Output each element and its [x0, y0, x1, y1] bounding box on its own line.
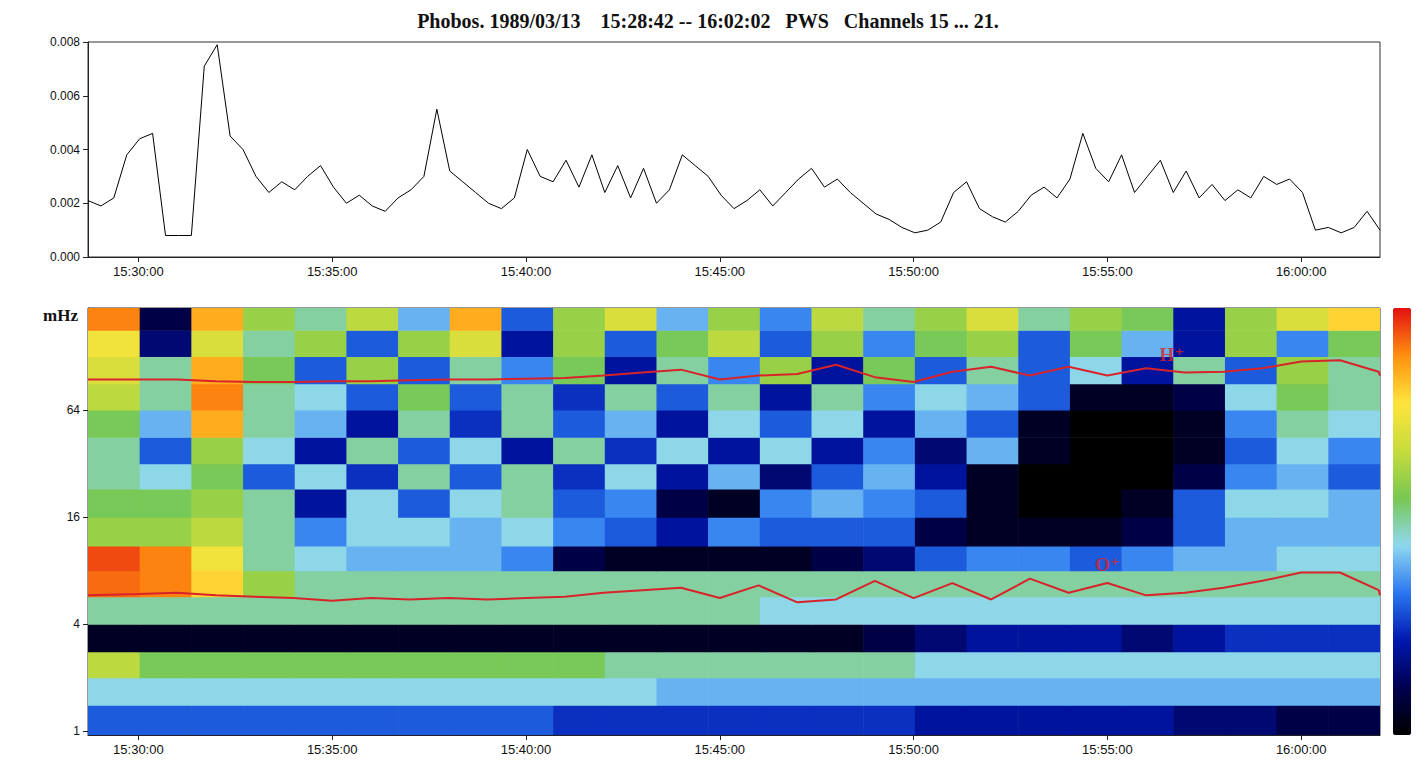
svg-text:15:55:00: 15:55:00 [1082, 742, 1133, 757]
svg-text:mHz: mHz [43, 306, 78, 325]
svg-text:15:50:00: 15:50:00 [888, 264, 939, 279]
svg-text:0.006: 0.006 [50, 89, 80, 103]
svg-text:15:30:00: 15:30:00 [113, 742, 164, 757]
svg-text:16:00:00: 16:00:00 [1276, 264, 1327, 279]
svg-text:O⁺: O⁺ [1095, 554, 1120, 575]
svg-text:1: 1 [73, 724, 80, 738]
svg-text:Phobos. 1989/03/13 15:28:42: Phobos. 1989/03/13 15:28:42 -- 16:02:02 … [417, 10, 999, 32]
svg-text:H⁺: H⁺ [1160, 344, 1185, 365]
svg-text:4: 4 [73, 617, 80, 631]
svg-text:15:45:00: 15:45:00 [694, 742, 745, 757]
svg-text:0.000: 0.000 [50, 250, 80, 264]
svg-text:0.008: 0.008 [50, 35, 80, 49]
svg-text:64: 64 [67, 403, 81, 417]
svg-text:0.002: 0.002 [50, 196, 80, 210]
svg-text:15:40:00: 15:40:00 [501, 742, 552, 757]
svg-text:15:50:00: 15:50:00 [888, 742, 939, 757]
svg-text:15:30:00: 15:30:00 [113, 264, 164, 279]
svg-text:16:00:00: 16:00:00 [1276, 742, 1327, 757]
svg-text:15:35:00: 15:35:00 [307, 742, 358, 757]
svg-text:15:40:00: 15:40:00 [501, 264, 552, 279]
svg-text:15:35:00: 15:35:00 [307, 264, 358, 279]
svg-text:15:55:00: 15:55:00 [1082, 264, 1133, 279]
svg-text:0.004: 0.004 [50, 143, 80, 157]
svg-text:15:45:00: 15:45:00 [694, 264, 745, 279]
svg-text:16: 16 [67, 510, 81, 524]
